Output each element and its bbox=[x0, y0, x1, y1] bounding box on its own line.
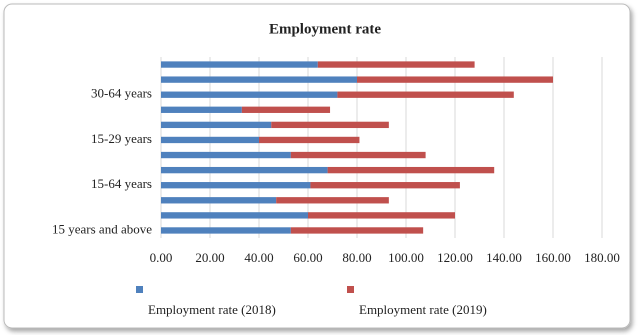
legend-swatch bbox=[347, 286, 354, 293]
bar bbox=[161, 166, 328, 174]
y-tick-label: 30-64 years bbox=[91, 86, 152, 101]
bar bbox=[161, 151, 291, 159]
bar bbox=[310, 182, 460, 189]
x-tick-label: 20.00 bbox=[195, 250, 224, 265]
bar bbox=[317, 61, 475, 68]
bar bbox=[271, 121, 389, 129]
bar bbox=[161, 136, 259, 144]
bar bbox=[337, 91, 514, 98]
x-tick-label: 40.00 bbox=[244, 250, 273, 265]
bar bbox=[161, 197, 277, 204]
bar bbox=[161, 76, 357, 83]
bar bbox=[357, 76, 553, 83]
bar bbox=[161, 106, 242, 113]
x-tick-label: 80.00 bbox=[342, 250, 371, 265]
x-tick-label: 100.00 bbox=[388, 250, 424, 265]
legend-label: Employment rate (2018) bbox=[148, 302, 276, 317]
bar bbox=[161, 227, 291, 234]
legend-label: Employment rate (2019) bbox=[359, 302, 487, 317]
x-tick-label: 60.00 bbox=[293, 250, 322, 265]
bar bbox=[327, 166, 495, 174]
x-tick-label: 160.00 bbox=[535, 250, 571, 265]
bar bbox=[308, 212, 455, 219]
y-tick-label: 15-29 years bbox=[91, 131, 152, 146]
x-tick-label: 180.00 bbox=[584, 250, 620, 265]
bar bbox=[241, 106, 331, 113]
bar bbox=[161, 61, 318, 68]
bar bbox=[259, 136, 360, 144]
x-tick-label: 140.00 bbox=[486, 250, 522, 265]
x-tick-label: 0.00 bbox=[150, 250, 173, 265]
bar bbox=[290, 151, 426, 159]
legend-swatch bbox=[136, 286, 143, 293]
x-tick-label: 120.00 bbox=[437, 250, 473, 265]
bar bbox=[161, 121, 272, 129]
bar bbox=[161, 91, 338, 98]
bar bbox=[161, 212, 308, 219]
bar bbox=[290, 227, 424, 234]
bar bbox=[276, 197, 389, 204]
y-tick-label: 15-64 years bbox=[91, 176, 152, 191]
y-tick-label: 15 years and above bbox=[52, 221, 152, 236]
bar bbox=[161, 182, 311, 189]
chart-frame bbox=[3, 3, 631, 329]
chart-title: Employment rate bbox=[269, 21, 381, 37]
